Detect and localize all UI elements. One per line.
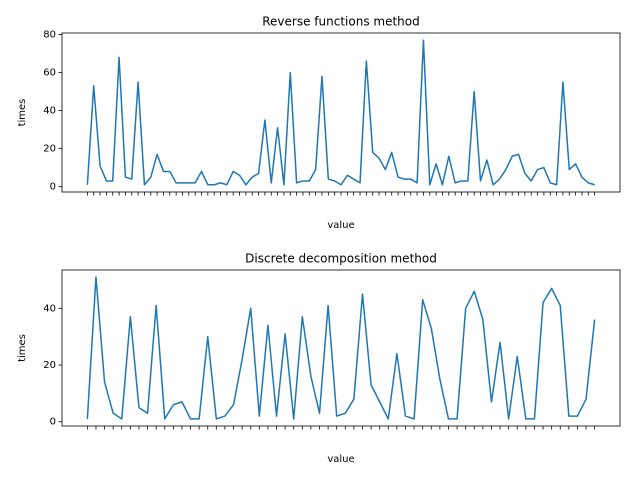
chart-title: Reverse functions method (262, 15, 419, 29)
line-series (86, 276, 596, 420)
y-tick-label: 0 (50, 417, 56, 428)
y-tick-label: 80 (43, 30, 56, 41)
axes-frame (61, 32, 621, 193)
y-tick-label: 0 (50, 182, 56, 193)
x-axis-label: value (327, 220, 354, 231)
y-tick-label: 60 (43, 68, 56, 79)
line-series (86, 39, 595, 186)
y-tick-label: 20 (43, 360, 56, 371)
x-axis-label: value (327, 454, 354, 465)
y-tick-label: 40 (43, 106, 56, 117)
y-axis-label: times (17, 334, 28, 362)
axes-frame (61, 269, 621, 427)
y-tick-label: 20 (43, 144, 56, 155)
chart-title: Discrete decomposition method (245, 252, 437, 266)
y-tick-label: 40 (43, 303, 56, 314)
y-axis-label: times (17, 99, 28, 127)
